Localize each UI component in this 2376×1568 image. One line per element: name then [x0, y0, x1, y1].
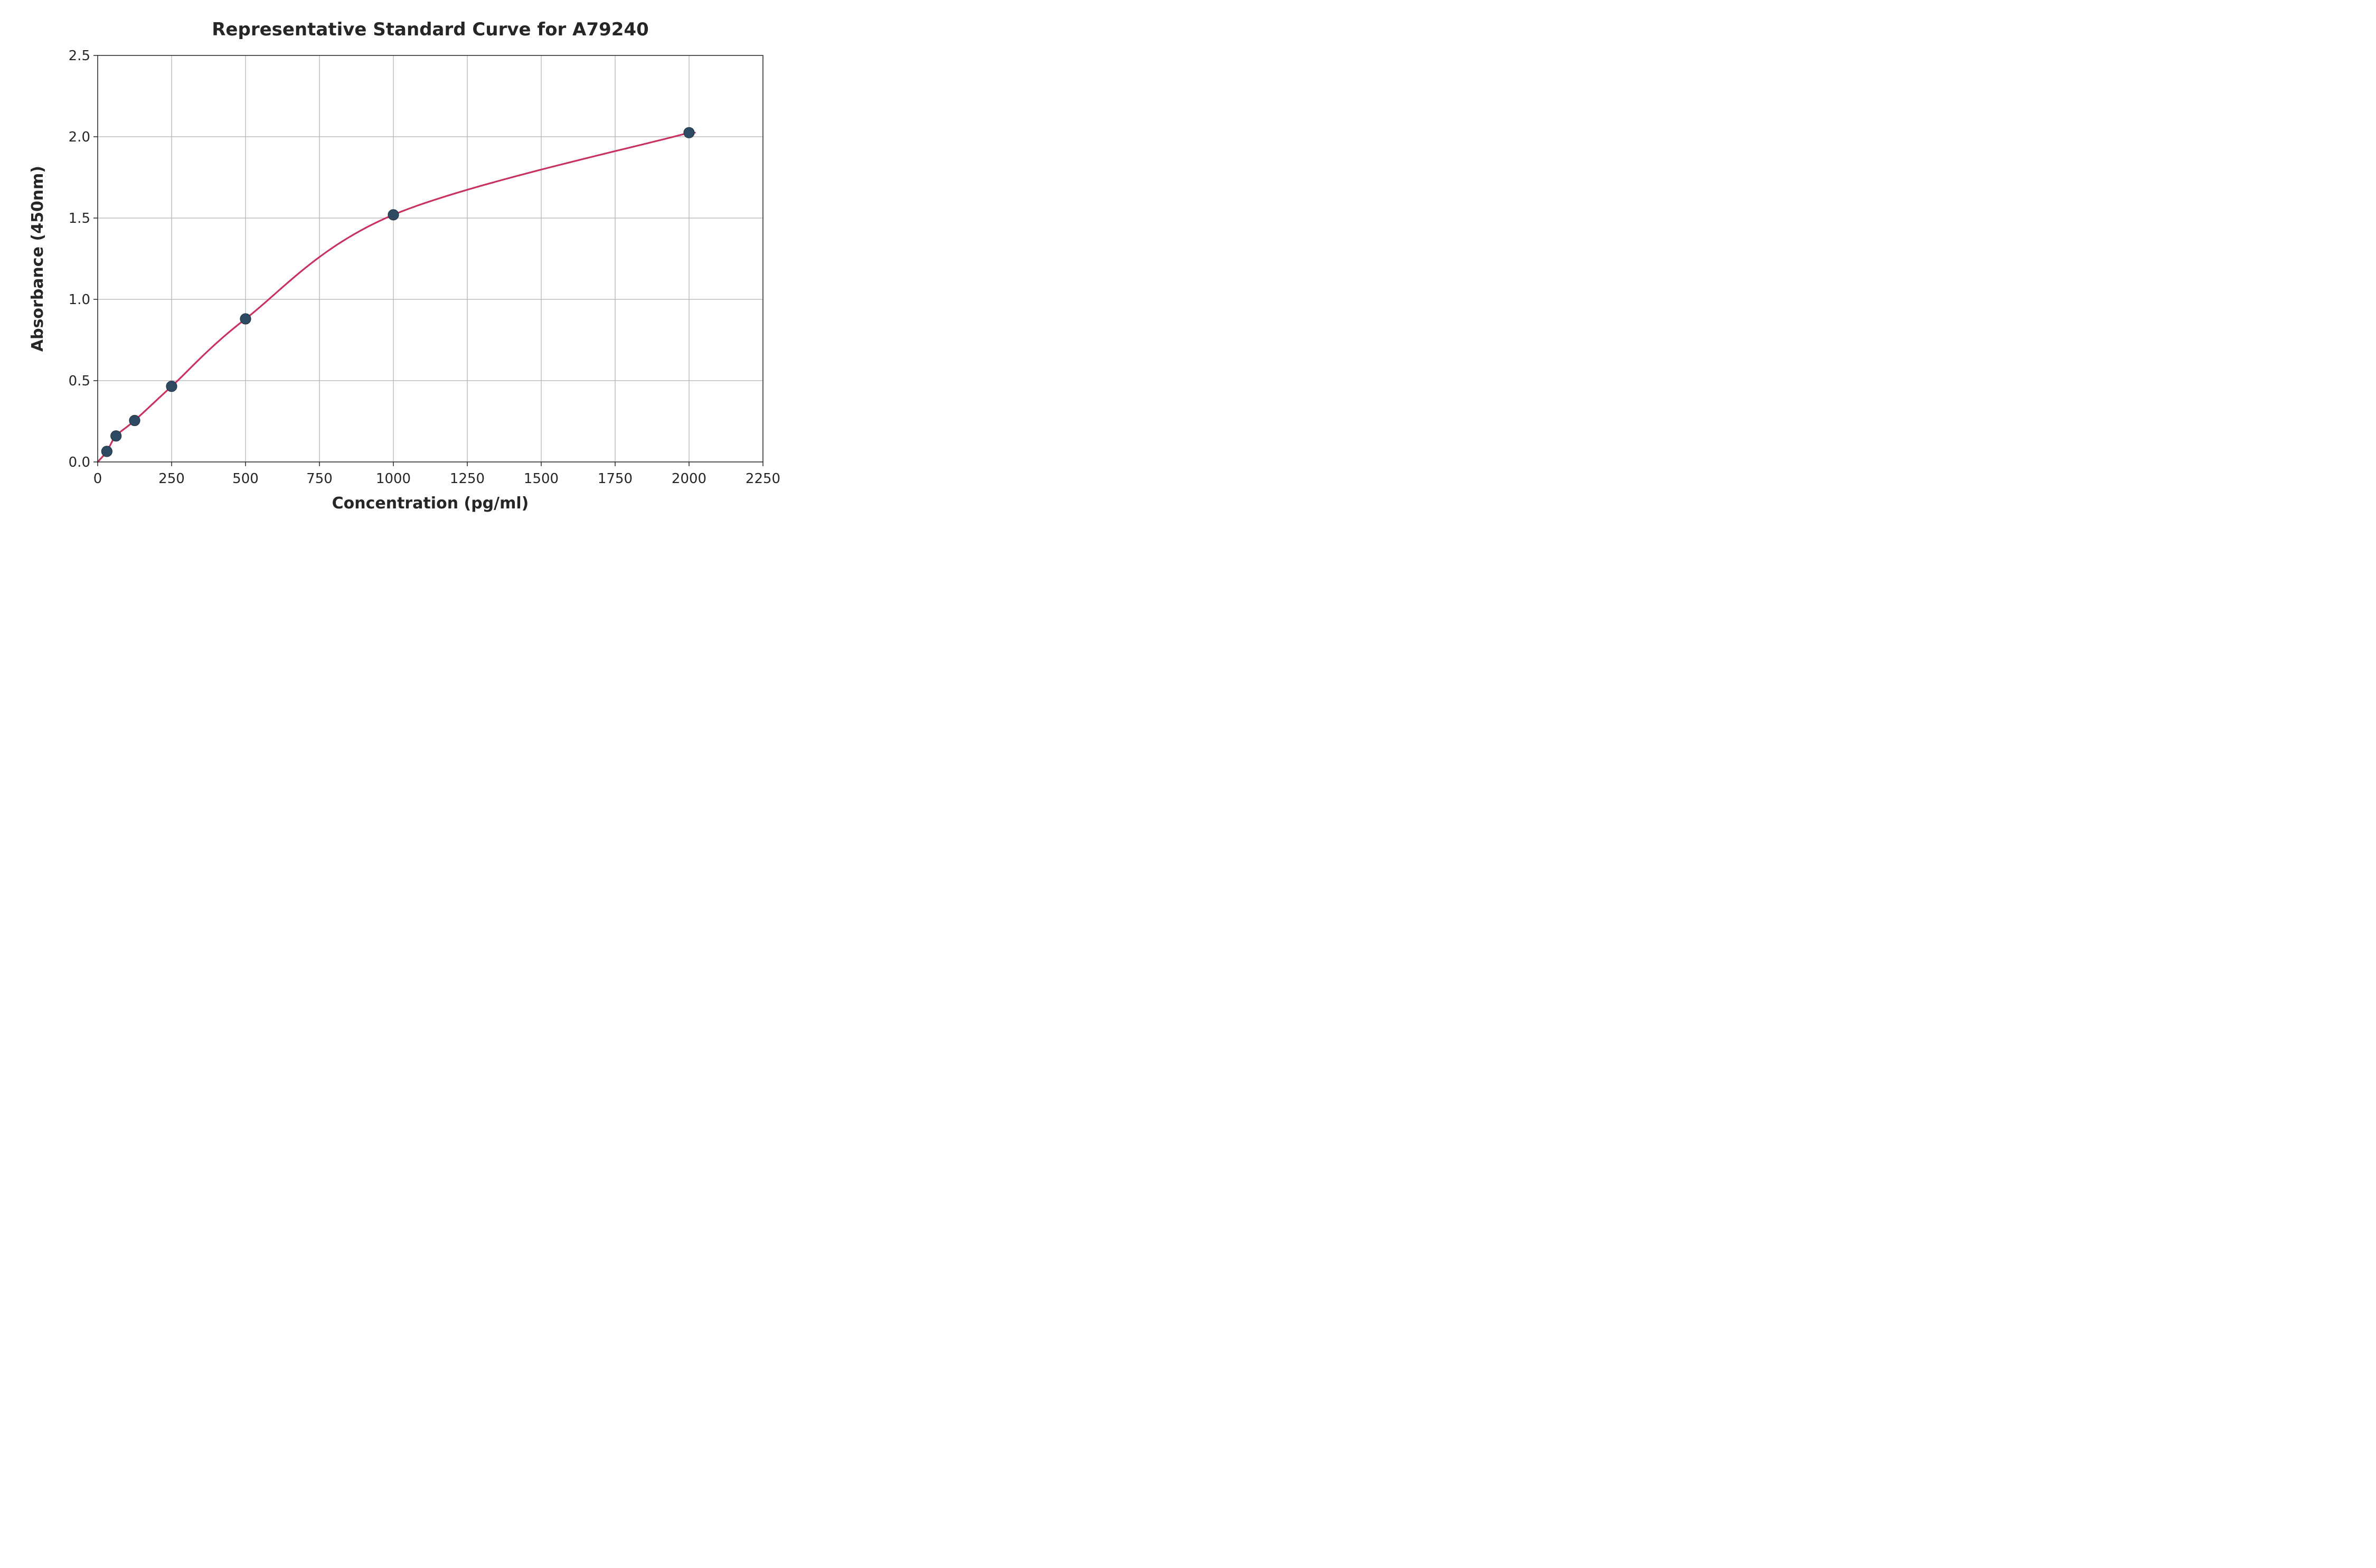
chart-container: 0 250 500 750 1000 1250 1500 1750 2000 2250 0.0 0.5… [0, 0, 792, 523]
x-tick-label: 1250 [450, 471, 485, 487]
standard-curve-chart: 0 250 500 750 1000 1250 1500 1750 2000 2250 0.0 0.5… [0, 0, 792, 523]
x-tick-label: 250 [158, 471, 185, 487]
x-tick-label: 1750 [598, 471, 633, 487]
y-tick-label: 0.5 [69, 373, 90, 389]
data-point [129, 415, 140, 426]
data-point [111, 431, 121, 441]
x-tick-label: 1000 [376, 471, 411, 487]
y-tick-label: 2.5 [69, 48, 90, 64]
chart-title: Representative Standard Curve for A79240 [212, 19, 649, 40]
y-tick-label: 2.0 [69, 129, 90, 145]
y-tick-label: 0.0 [69, 455, 90, 470]
data-point [101, 446, 112, 457]
y-tick-label: 1.0 [69, 292, 90, 308]
x-axis-label: Concentration (pg/ml) [332, 494, 529, 513]
plot-area [98, 55, 763, 462]
y-tick-label: 1.5 [69, 211, 90, 226]
data-point [166, 381, 177, 392]
x-tick-label: 1500 [524, 471, 559, 487]
x-tick-label: 2250 [746, 471, 780, 487]
x-tick-label: 2000 [672, 471, 706, 487]
data-point [388, 210, 399, 220]
y-axis-label: Absorbance (450nm) [29, 166, 47, 352]
x-tick-label: 500 [232, 471, 259, 487]
x-tick-label: 0 [93, 471, 102, 487]
x-tick-label: 750 [306, 471, 333, 487]
data-point [684, 127, 694, 138]
data-point [240, 314, 251, 324]
